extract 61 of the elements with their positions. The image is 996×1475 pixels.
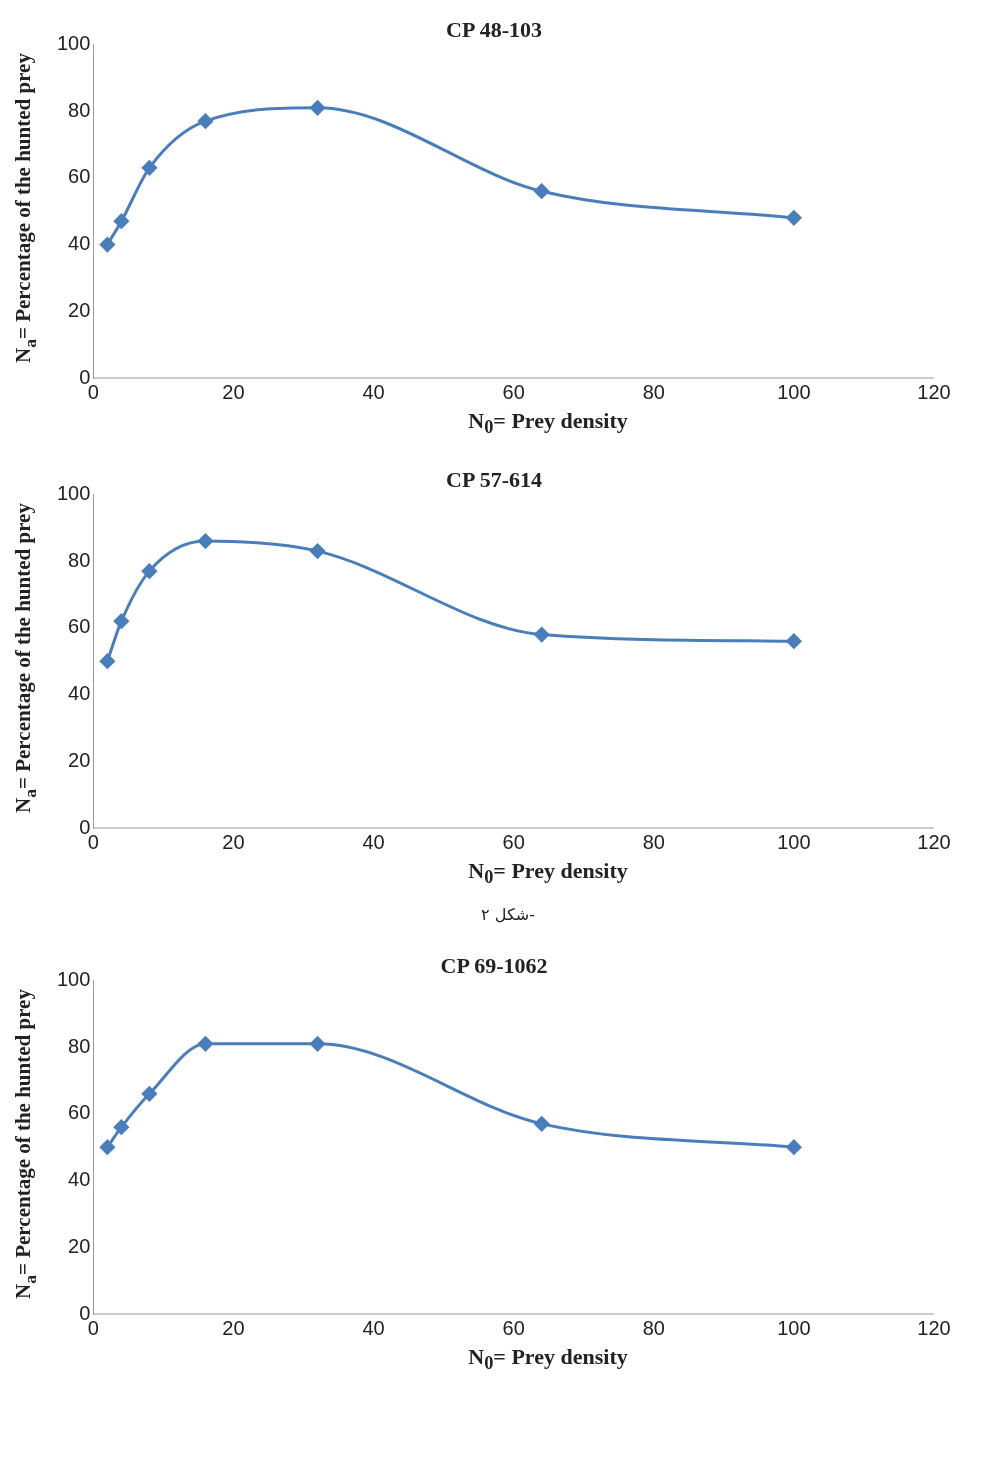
point: [99, 1139, 115, 1155]
x-tick-label: 40: [362, 380, 385, 403]
point: [310, 544, 326, 559]
y-tick-label: 100: [56, 482, 91, 505]
x-tick-label: 80: [642, 380, 665, 403]
chart-title: CP 57-614: [446, 467, 542, 493]
x-tick-label: 100: [777, 1316, 811, 1339]
y-tick-label: 40: [68, 232, 91, 255]
y-tick-label: 100: [56, 31, 91, 54]
y-tick-label: 20: [68, 1234, 91, 1257]
x-tick-label: 100: [777, 380, 811, 403]
x-tick-label: 60: [502, 380, 525, 403]
y-tick-label: 80: [68, 549, 91, 572]
y-tick-label: 80: [68, 1034, 91, 1057]
x-axis-title: N$_{0}$= Prey density: [467, 858, 629, 889]
x-tick-label: 40: [362, 1316, 385, 1339]
point: [141, 1086, 157, 1102]
point: [786, 210, 802, 226]
point: [113, 1119, 129, 1135]
chart-title: CP 69-1062: [440, 952, 548, 978]
point: [786, 1139, 802, 1155]
y-tick-label: 60: [68, 615, 91, 638]
point: [310, 100, 326, 116]
x-tick-label: 100: [777, 830, 811, 853]
x-tick-label: 40: [362, 830, 385, 853]
x-tick-label: 20: [222, 380, 245, 403]
point: [534, 183, 550, 199]
x-tick-label: 20: [222, 1316, 245, 1339]
point: [113, 614, 129, 630]
y-tick-label: 60: [68, 165, 91, 188]
y-tick-label: 100: [56, 967, 91, 990]
point: [99, 654, 115, 670]
point: [113, 213, 129, 229]
x-tick-label: 120: [917, 1316, 951, 1339]
point: [534, 627, 550, 643]
chart-title: CP 48-103: [446, 16, 542, 42]
x-tick-label: 20: [222, 830, 245, 853]
y-tick-label: 40: [68, 682, 91, 705]
point: [141, 564, 157, 580]
y-tick-label: 40: [68, 1167, 91, 1190]
x-tick-label: 60: [502, 830, 525, 853]
x-tick-label: 120: [917, 380, 951, 403]
point: [141, 160, 157, 176]
point: [786, 634, 802, 650]
x-axis-title: N$_{0}$= Prey density: [467, 1343, 629, 1375]
point: [99, 237, 115, 253]
point: [197, 533, 213, 549]
x-tick-label: 80: [642, 830, 665, 853]
point: [197, 113, 213, 129]
text: شکل ۲-: [480, 904, 536, 924]
point: [534, 1116, 550, 1132]
point: [310, 1036, 326, 1052]
x-tick-label: 60: [502, 1316, 525, 1339]
y-tick-label: 60: [68, 1101, 91, 1124]
point: [197, 1036, 213, 1052]
y-tick-label: 20: [68, 298, 91, 321]
y-tick-label: 20: [68, 749, 91, 772]
y-tick-label: 80: [68, 98, 91, 121]
x-tick-label: 120: [917, 830, 951, 853]
x-tick-label: 80: [642, 1316, 665, 1339]
x-axis-title: N$_{0}$= Prey density: [467, 408, 629, 439]
